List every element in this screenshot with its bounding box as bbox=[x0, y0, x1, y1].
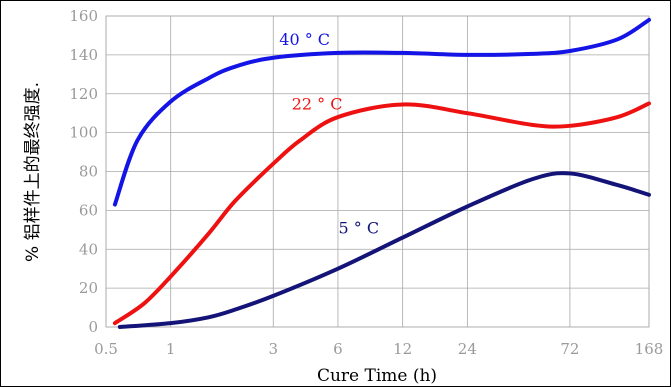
x-tick-label: 1 bbox=[166, 340, 176, 358]
series-line-0 bbox=[112, 17, 651, 207]
x-tick-label: 24 bbox=[458, 340, 477, 358]
series-line-2 bbox=[117, 171, 651, 329]
y-tick-label: 0 bbox=[88, 318, 98, 336]
y-tick-label: 80 bbox=[79, 163, 98, 181]
x-tick-label: 0.5 bbox=[94, 340, 118, 358]
y-axis-label: % 铝样件上的最终强度. bbox=[23, 82, 43, 262]
y-tick-label: 20 bbox=[79, 279, 98, 297]
x-tick-label: 72 bbox=[560, 340, 579, 358]
x-tick-label: 6 bbox=[333, 340, 343, 358]
series-label-0: 40 ° C bbox=[279, 30, 330, 49]
series-label-2: 5 ° C bbox=[338, 219, 379, 238]
y-tick-label: 40 bbox=[79, 240, 98, 258]
y-tick-label: 60 bbox=[79, 201, 98, 219]
series-line-1 bbox=[112, 101, 651, 326]
x-tick-labels: 0.5 1 3 6 12 24 72 168 bbox=[94, 340, 663, 358]
x-tick-label: 168 bbox=[635, 340, 664, 358]
y-tick-label: 140 bbox=[69, 46, 98, 64]
y-tick-label: 120 bbox=[69, 85, 98, 103]
x-tick-label: 12 bbox=[393, 340, 412, 358]
series-layer: 40 ° C 22 ° C 5 ° C bbox=[112, 17, 651, 329]
y-tick-labels: 0 20 40 60 80 100 120 140 160 bbox=[69, 7, 98, 336]
grid bbox=[105, 15, 650, 328]
series-label-1: 22 ° C bbox=[292, 94, 343, 113]
x-tick-label: 3 bbox=[268, 340, 278, 358]
y-tick-label: 160 bbox=[69, 7, 98, 25]
x-axis-label: Cure Time (h) bbox=[317, 366, 437, 386]
y-tick-label: 100 bbox=[69, 124, 98, 142]
